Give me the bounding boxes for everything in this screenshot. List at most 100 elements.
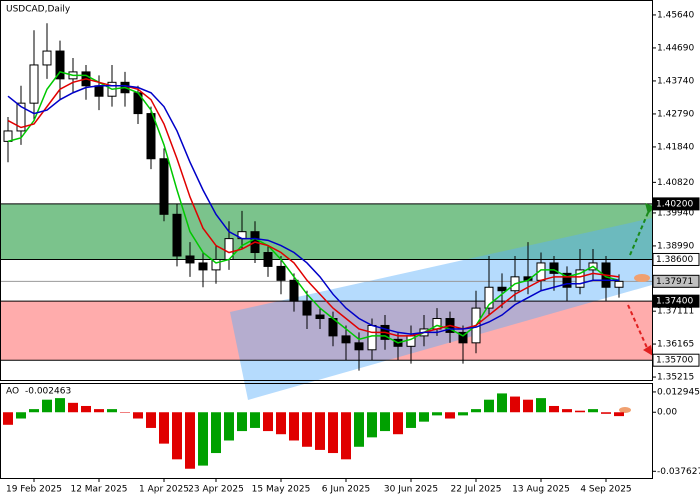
candle-body (354, 342, 364, 351)
ao-bar (172, 412, 182, 460)
zone (0, 301, 652, 361)
ao-bar (3, 412, 13, 425)
ao-bar (354, 412, 364, 447)
candle-body (29, 64, 39, 104)
ao-bar (29, 409, 39, 413)
main-frame (0, 0, 653, 381)
moving-average (7, 71, 620, 344)
x-tick-label: 15 May 2025 (252, 485, 311, 495)
ao-bar (601, 412, 611, 414)
y-tick-label: 1.35215 (657, 373, 694, 383)
ao-bar (211, 412, 221, 454)
x-tick-label: 13 Aug 2025 (512, 485, 570, 495)
ao-bar (432, 412, 442, 416)
candle-body (562, 272, 572, 288)
candle-body (16, 102, 26, 132)
y-tick-label: 1.42790 (657, 109, 694, 119)
level-box (652, 353, 700, 367)
candle-body (484, 286, 494, 309)
ao-bar (81, 405, 91, 413)
candle-body (94, 85, 104, 97)
candle-body (302, 300, 312, 316)
candle-body (146, 113, 156, 160)
ao-bar (419, 412, 429, 422)
candle-body (263, 252, 273, 267)
candle-body (55, 50, 65, 80)
x-tick-label: 12 Mar 2025 (70, 485, 127, 495)
x-tick-label: 30 Jun 2025 (384, 485, 438, 495)
y-tick-label: 1.45640 (657, 10, 694, 20)
down-arrow (627, 304, 649, 351)
ao-bar (562, 409, 572, 413)
x-tick-label: 1 Apr 2025 (139, 485, 189, 495)
ao-bar (523, 399, 533, 413)
ao-bar (94, 409, 104, 413)
candle-body (458, 331, 468, 344)
candle-body (211, 258, 221, 271)
candle-body (185, 255, 195, 264)
ao-bar (510, 396, 520, 413)
ao-frame (0, 383, 653, 479)
ao-y-tick-label: 0.00 (657, 408, 677, 418)
candle-body (575, 269, 585, 288)
level-box (652, 274, 700, 288)
ao-bar (120, 412, 130, 413)
level-label: 1.40200 (656, 199, 693, 209)
ao-bar (549, 405, 559, 413)
ao-bar (263, 412, 273, 432)
y-tick-label: 1.39940 (657, 208, 694, 218)
candle-body (341, 335, 351, 344)
level-label: 1.35700 (656, 356, 693, 366)
ao-bar (315, 412, 325, 450)
down-arrow-head (643, 345, 653, 356)
chart-title: USDCAD,Daily (6, 5, 71, 15)
x-tick-label: 22 Jul 2025 (451, 485, 502, 495)
ao-y-tick-label: 0.012945 (657, 387, 700, 397)
ao-bar (393, 412, 403, 435)
ao-bar (107, 409, 117, 413)
ao-bar (55, 398, 65, 413)
level-box (652, 197, 700, 211)
y-tick-label: 1.36165 (657, 340, 694, 350)
ao-bar (380, 412, 390, 432)
ao-bar (302, 412, 312, 447)
plot (0, 23, 652, 371)
candle-body (159, 158, 169, 215)
ao-bar (614, 412, 624, 417)
candle-body (198, 262, 208, 271)
candle-body (614, 280, 624, 288)
y-tick-label: 1.38990 (657, 241, 694, 251)
ao-marker (619, 407, 631, 413)
y-tick-label: 1.41840 (657, 142, 694, 152)
level-label: 1.37971 (656, 277, 693, 287)
ao-bar (445, 412, 455, 419)
ao-bar (289, 412, 299, 441)
moving-average (7, 85, 619, 335)
ao-bar (68, 402, 78, 413)
ao-bar (328, 412, 338, 454)
ao-bar (159, 412, 169, 444)
zone (0, 203, 652, 260)
level-box (652, 252, 700, 266)
candle-body (497, 286, 507, 292)
x-tick-label: 19 Feb 2025 (6, 485, 62, 495)
y-tick-label: 1.44690 (657, 43, 694, 53)
ao-bar (458, 412, 468, 416)
ao-bar (198, 412, 208, 466)
price-marker (634, 274, 650, 282)
zones (0, 203, 652, 361)
candle-body (172, 213, 182, 257)
candle-body (289, 279, 299, 302)
y-tick-label: 1.40820 (657, 178, 694, 188)
ao-y-tick-label: -0.037627 (657, 467, 700, 477)
ao-bar (497, 393, 507, 413)
ao-bar (250, 412, 260, 428)
x-tick-label: 4 Sep 2025 (580, 485, 631, 495)
level-box (652, 294, 700, 308)
ao-bar (133, 412, 143, 419)
ao-bar (406, 412, 416, 428)
up-arrow (629, 207, 651, 256)
ao-bar (237, 412, 247, 432)
y-tick-label: 1.43740 (657, 76, 694, 86)
